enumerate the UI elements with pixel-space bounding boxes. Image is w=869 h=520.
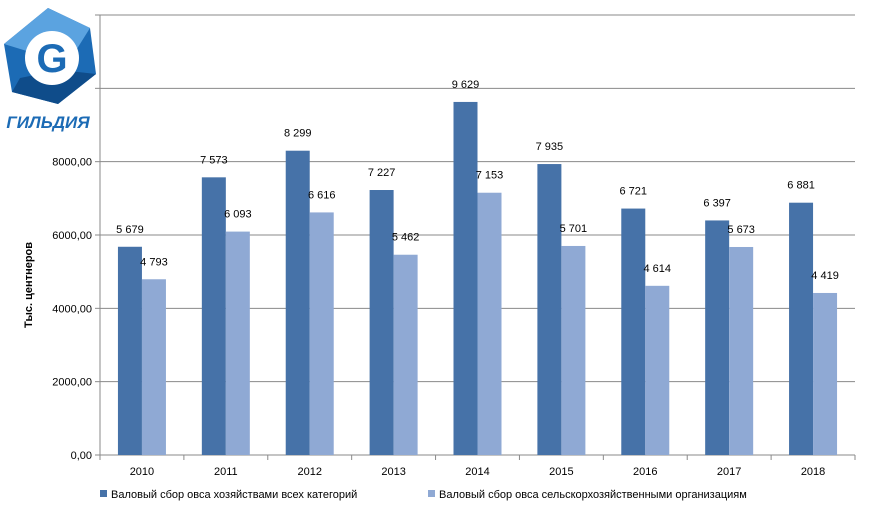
data-labels: 5 679 7 573 8 299 7 227 9 629 7 935 6 721 6 397… [116, 79, 839, 282]
legend-swatch [428, 490, 435, 497]
data-label: 5 679 [116, 224, 144, 236]
data-label: 6 616 [308, 189, 336, 201]
y-tick-label: 0,00 [71, 450, 92, 462]
bar [729, 246, 754, 455]
bar [225, 231, 250, 455]
data-label: 4 793 [140, 256, 168, 268]
x-tick-label: 2014 [465, 466, 489, 478]
legend-swatch [100, 490, 107, 497]
data-label: 7 935 [536, 141, 564, 153]
logo-g-circle-icon [25, 31, 79, 85]
y-tick-label: 2000,00 [52, 377, 92, 389]
bar [705, 220, 730, 455]
data-label: 5 462 [392, 232, 420, 244]
y-tick-label: 4000,00 [52, 303, 92, 315]
data-label: 7 153 [476, 170, 504, 182]
logo-letter: G [36, 37, 67, 81]
data-label: 4 419 [811, 270, 839, 282]
legend-label: Валовый сбор овса сельскорхозяйственными… [439, 489, 747, 501]
bar [285, 150, 310, 455]
data-label: 7 573 [200, 154, 228, 166]
logo-hexagon-shade-icon [12, 70, 96, 104]
data-label: 6 093 [224, 209, 252, 221]
bars [117, 101, 838, 456]
bar [141, 279, 166, 455]
bar [537, 164, 562, 456]
y-tick-label: 6000,00 [52, 230, 92, 242]
bar [645, 285, 670, 455]
x-tick-labels: 2010 2011 2012 2013 2014 2015 2016 2017 2018 [130, 466, 826, 478]
y-tick-labels: 0,00 2000,00 4000,00 6000,00 8000,00 [52, 157, 92, 462]
data-label: 5 673 [727, 224, 755, 236]
x-tick-label: 2012 [297, 466, 321, 478]
bar [309, 212, 334, 455]
data-label: 4 614 [644, 263, 672, 275]
data-label: 7 227 [368, 167, 396, 179]
bar [621, 208, 646, 455]
bar [789, 202, 814, 455]
data-label: 6 397 [703, 197, 731, 209]
y-axis-label: Тыс. центнеров [23, 242, 35, 328]
x-tick-label: 2010 [130, 466, 154, 478]
data-label: 6 881 [787, 180, 815, 192]
bar [813, 292, 838, 455]
bar [561, 245, 586, 455]
x-tick-label: 2015 [549, 466, 573, 478]
x-tick-label: 2017 [717, 466, 741, 478]
data-label: 5 701 [560, 223, 588, 235]
bar [201, 177, 226, 455]
bar [477, 192, 502, 455]
data-label: 9 629 [452, 79, 480, 91]
bar [393, 254, 418, 455]
gildiya-logo: G ГИЛЬДИЯ [4, 8, 96, 132]
legend-label: Валовый сбор овса хозяйствами всех катег… [111, 489, 357, 501]
bar [369, 190, 394, 455]
x-tick-label: 2011 [214, 466, 238, 478]
x-tick-label: 2018 [801, 466, 825, 478]
bar [453, 101, 478, 455]
legend: Валовый сбор овса хозяйствами всех катег… [100, 489, 747, 501]
x-tick-label: 2013 [381, 466, 405, 478]
bar [117, 246, 142, 455]
x-tick-label: 2016 [633, 466, 657, 478]
logo-text: ГИЛЬДИЯ [6, 113, 90, 132]
y-tick-label: 8000,00 [52, 157, 92, 169]
data-label: 8 299 [284, 128, 312, 140]
data-label: 6 721 [620, 186, 648, 198]
